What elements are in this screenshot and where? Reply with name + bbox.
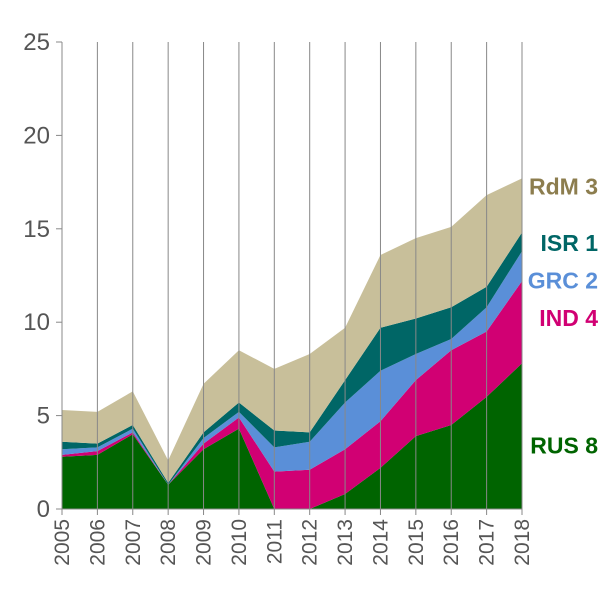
series-labels: RUS 8 IND 4 GRC 2 ISR 1 RdM 3 (528, 173, 599, 458)
x-tick-label-2010: 2010 (228, 519, 251, 566)
x-tick-label-2015: 2015 (405, 519, 428, 566)
series-label-rus-8: RUS 8 (530, 432, 598, 458)
x-tick-label-2009: 2009 (193, 519, 216, 566)
x-tick-label-2014: 2014 (369, 519, 392, 566)
y-tick-label-25: 25 (23, 29, 50, 56)
area-ind-4 (62, 281, 522, 509)
y-axis-ticks: 0 5 10 15 20 25 (23, 29, 62, 523)
x-tick-label-2017: 2017 (476, 519, 499, 566)
series-label-isr-1: ISR 1 (540, 230, 598, 256)
x-tick-label-2005: 2005 (51, 519, 74, 566)
series-label-grc-2: GRC 2 (528, 268, 598, 294)
area-layers (62, 178, 522, 509)
y-tick-label-5: 5 (37, 403, 50, 430)
y-tick-label-15: 15 (23, 216, 50, 243)
x-tick-label-2006: 2006 (86, 519, 109, 566)
y-tick-label-20: 20 (23, 122, 50, 149)
series-label-rdm-3: RdM 3 (529, 173, 598, 199)
y-tick-label-0: 0 (37, 496, 50, 523)
series-label-ind-4: IND 4 (539, 305, 598, 331)
vertical-gridlines (61, 42, 523, 509)
x-axis-ticks: 2005 2006 2007 2008 2009 2010 2011 2012 2013 2014… (51, 509, 534, 566)
x-tick-label-2013: 2013 (334, 519, 357, 566)
area-isr-1 (62, 232, 522, 485)
x-tick-label-2016: 2016 (440, 519, 463, 566)
x-tick-label-2012: 2012 (299, 519, 322, 566)
area-grc-2 (62, 251, 522, 485)
x-tick-label-2008: 2008 (157, 519, 180, 566)
axes (61, 42, 522, 510)
y-tick-label-10: 10 (23, 309, 50, 336)
x-tick-label-2011: 2011 (263, 519, 286, 564)
x-tick-label-2018: 2018 (511, 519, 534, 566)
x-tick-label-2007: 2007 (122, 519, 145, 566)
area-rus-8 (62, 363, 522, 509)
area-rdm-3 (62, 178, 522, 483)
